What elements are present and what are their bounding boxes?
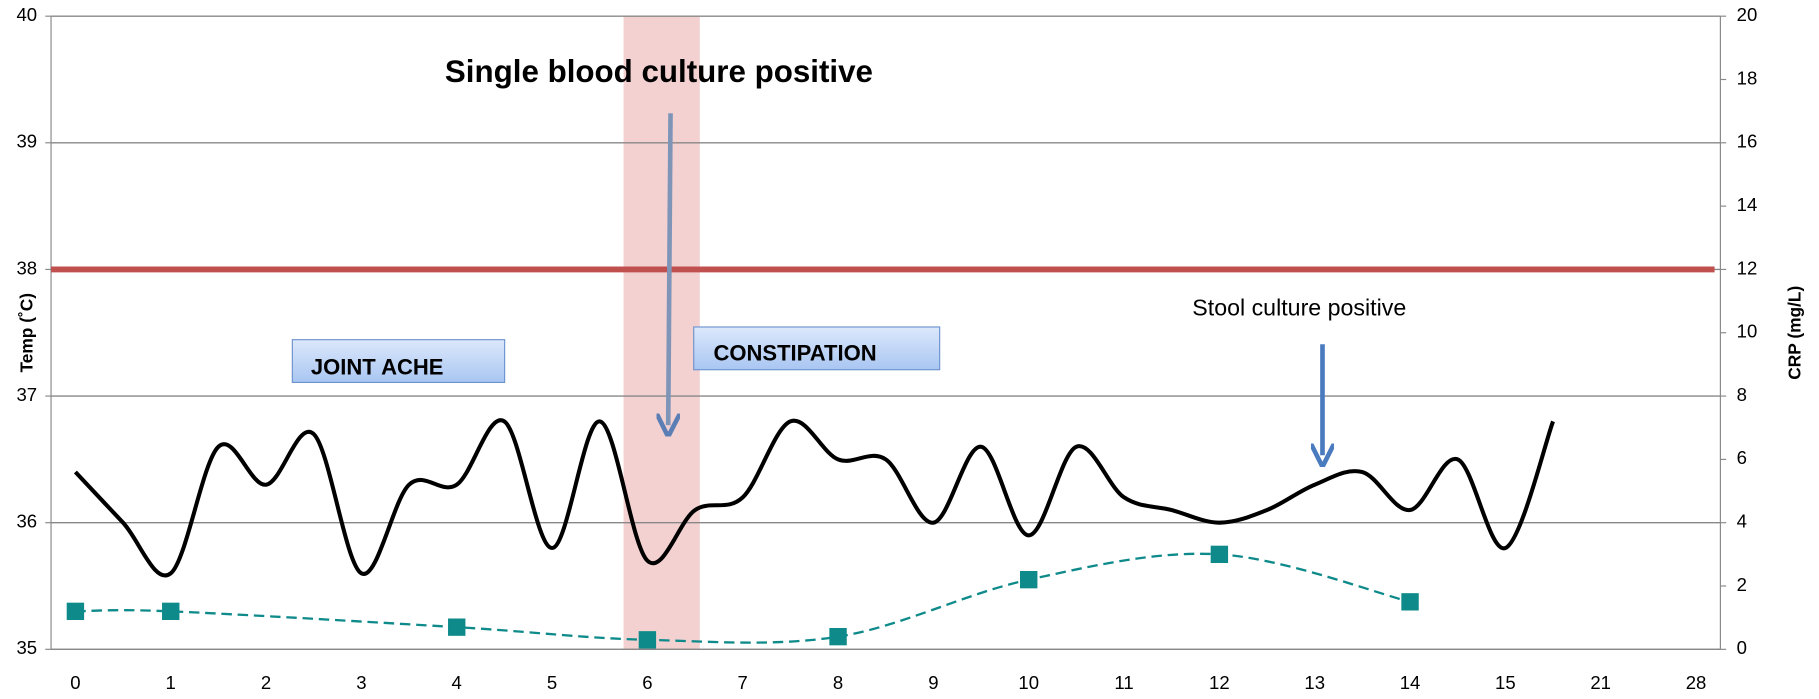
y-tick-label: 36 <box>16 511 37 532</box>
crp-marker <box>638 631 657 649</box>
annotation: JOINT ACHE <box>311 354 444 379</box>
crp-marker <box>162 602 180 620</box>
x-tick-label: 21 <box>1590 672 1611 693</box>
y-tick-label: 38 <box>16 257 37 278</box>
y2-axis-label: CRP (mg/L) <box>1784 286 1804 380</box>
y2-tick-label: 8 <box>1737 384 1747 405</box>
x-tick-label: 10 <box>1018 672 1039 693</box>
crp-marker <box>66 602 85 620</box>
annotation: CONSTIPATION <box>713 341 876 366</box>
x-tick-label: 4 <box>452 672 462 693</box>
y-tick-label: 37 <box>16 384 37 405</box>
y2-tick-label: 20 <box>1737 4 1758 25</box>
y2-tick-label: 14 <box>1737 194 1758 215</box>
y-tick-label: 35 <box>16 637 37 658</box>
x-tick-label: 3 <box>356 672 366 693</box>
y-tick-label: 40 <box>16 4 37 25</box>
x-tick-label: 13 <box>1304 672 1325 693</box>
y2-tick-label: 10 <box>1737 321 1758 342</box>
y-axis-label: Temp (˚C) <box>16 293 36 373</box>
crp-marker <box>1210 545 1229 564</box>
annotation: Single blood culture positive <box>445 54 873 89</box>
y2-tick-label: 0 <box>1737 637 1747 658</box>
y2-tick-label: 16 <box>1737 131 1758 152</box>
x-tick-label: 8 <box>833 672 843 693</box>
x-tick-label: 2 <box>261 672 271 693</box>
annotation-box <box>291 339 506 384</box>
crp-marker <box>1401 593 1419 611</box>
highlight-band <box>623 16 700 650</box>
x-tick-label: 1 <box>166 672 176 693</box>
annotation: Stool culture positive <box>1192 295 1406 321</box>
x-tick-label: 15 <box>1495 672 1516 693</box>
x-tick-label: 11 <box>1114 672 1133 693</box>
arrow <box>668 113 670 425</box>
crp-marker <box>448 618 466 636</box>
x-tick-label: 12 <box>1209 672 1230 693</box>
x-tick-label: 5 <box>547 672 557 693</box>
x-tick-label: 7 <box>738 672 748 693</box>
x-tick-label: 28 <box>1686 672 1707 693</box>
crp-marker <box>1020 571 1038 589</box>
x-tick-label: 14 <box>1400 672 1421 693</box>
annotation-box <box>693 326 941 371</box>
y2-tick-label: 4 <box>1737 511 1747 532</box>
y2-tick-label: 12 <box>1737 257 1758 278</box>
x-tick-label: 6 <box>642 672 652 693</box>
y2-tick-label: 18 <box>1737 67 1758 88</box>
y2-tick-label: 2 <box>1737 574 1747 595</box>
y-tick-label: 39 <box>16 131 37 152</box>
crp-marker <box>829 627 847 646</box>
x-tick-label: 9 <box>928 672 938 693</box>
y2-tick-label: 6 <box>1737 447 1747 468</box>
crp-line <box>75 552 1411 644</box>
temperature-line <box>73 418 1555 578</box>
x-tick-label: 0 <box>70 672 80 693</box>
